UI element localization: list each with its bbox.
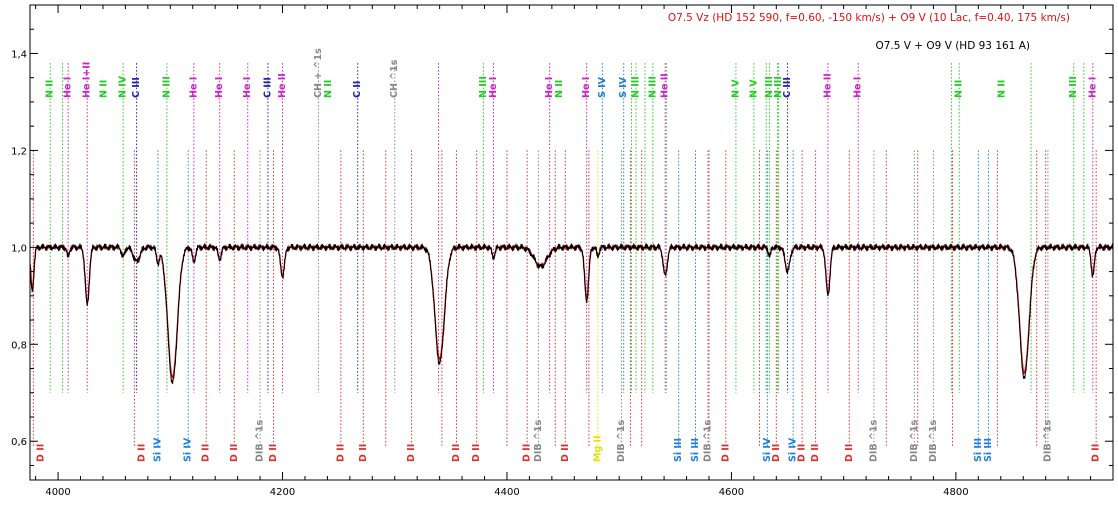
top-line-label: N III bbox=[647, 76, 658, 98]
legend-model: O7.5 Vz (HD 152 590, f=0.60, -150 km/s) … bbox=[668, 12, 1070, 24]
top-line-label: He II bbox=[277, 73, 288, 98]
bottom-line-label: D II bbox=[771, 444, 782, 462]
bottom-marker-lines bbox=[32, 150, 1097, 447]
axes: 4000 4200 4400 4600 4800 0,6 0,8 1,0 1,2 1,4 bbox=[11, 5, 1114, 498]
bottom-line-label: D II bbox=[201, 444, 212, 462]
bottom-line-label: D II bbox=[406, 444, 417, 462]
bottom-line-label: D II bbox=[335, 444, 346, 462]
top-line-label: He I bbox=[242, 77, 253, 98]
legend-observed: O7.5 V + O9 V (HD 93 161 A) bbox=[875, 40, 1030, 52]
bottom-line-label: Si III bbox=[983, 438, 994, 462]
top-line-label: C II bbox=[352, 81, 363, 98]
top-line-label: N III bbox=[773, 76, 784, 98]
bottom-line-label: DIB ^1s bbox=[533, 419, 544, 462]
top-line-label: CH + ^1s bbox=[313, 48, 324, 98]
bottom-line-label: D II bbox=[229, 444, 240, 462]
x-tick-label: 4200 bbox=[270, 487, 295, 498]
top-line-label: He I bbox=[544, 77, 555, 98]
top-line-label: He II bbox=[822, 73, 833, 98]
x-tick-label: 4600 bbox=[719, 487, 744, 498]
bottom-line-label: Si IV bbox=[762, 437, 773, 462]
bottom-line-label: D II bbox=[358, 444, 369, 462]
top-line-label: He I bbox=[853, 77, 864, 98]
y-tick-label: 0,8 bbox=[11, 340, 27, 351]
bottom-line-label: DIB ^1s bbox=[868, 419, 879, 462]
bottom-line-label: D II bbox=[844, 444, 855, 462]
top-line-label: N III bbox=[478, 76, 489, 98]
bottom-line-label: D II bbox=[810, 444, 821, 462]
x-tick-label: 4800 bbox=[943, 487, 968, 498]
top-line-label: N III bbox=[631, 76, 642, 98]
series-line-observed bbox=[29, 242, 1114, 385]
top-line-label: N II bbox=[45, 80, 56, 98]
top-line-label: He II bbox=[660, 73, 671, 98]
top-line-label: He I bbox=[488, 77, 499, 98]
top-line-label: S IV bbox=[618, 76, 629, 98]
top-line-label: He I bbox=[214, 77, 225, 98]
bottom-line-label: Si IV bbox=[183, 437, 194, 462]
plot-frame bbox=[29, 4, 1114, 481]
x-tick-label: 4400 bbox=[494, 487, 519, 498]
y-tick-label: 1,4 bbox=[11, 49, 27, 60]
bottom-line-label: D II bbox=[471, 444, 482, 462]
bottom-line-label: D II bbox=[522, 444, 533, 462]
top-line-label: He I bbox=[1087, 77, 1098, 98]
top-line-label: N III bbox=[1068, 76, 1079, 98]
top-line-label: CH ^1s bbox=[389, 59, 400, 98]
top-line-label: S IV bbox=[597, 76, 608, 98]
bottom-line-label: DIB ^1s bbox=[1042, 419, 1053, 462]
y-tick-label: 1,2 bbox=[11, 146, 27, 157]
bottom-line-label: DIB ^1s bbox=[909, 419, 920, 462]
top-line-label: N V bbox=[730, 79, 741, 98]
bottom-line-label: D II bbox=[268, 444, 279, 462]
top-line-label: N II bbox=[323, 80, 334, 98]
bottom-line-label: Si III bbox=[690, 438, 701, 462]
bottom-line-label: Si III bbox=[673, 438, 684, 462]
bottom-line-label: Si IV bbox=[788, 437, 799, 462]
bottom-line-label: D II bbox=[451, 444, 462, 462]
bottom-line-label: D II bbox=[797, 444, 808, 462]
bottom-line-label: D II bbox=[36, 444, 47, 462]
top-line-label: N III bbox=[161, 76, 172, 98]
top-line-label: C III bbox=[262, 77, 273, 98]
bottom-line-label: D II bbox=[1091, 444, 1102, 462]
bottom-line-label: Si IV bbox=[152, 437, 163, 462]
bottom-line-label: Si III bbox=[973, 438, 984, 462]
top-line-label: He I+II bbox=[82, 62, 93, 98]
bottom-line-label: Mg II bbox=[592, 435, 603, 462]
top-line-label: C III bbox=[131, 77, 142, 98]
bottom-line-label: D II bbox=[560, 444, 571, 462]
series-line-model bbox=[29, 242, 1114, 379]
bottom-line-labels: D II D II Si IV Si IV D II D II DIB ^1s D II D I… bbox=[36, 419, 1102, 462]
legend: O7.5 Vz (HD 152 590, f=0.60, -150 km/s) … bbox=[668, 12, 1070, 52]
bottom-line-label: DIB ^1s bbox=[702, 419, 713, 462]
top-line-label: N III bbox=[764, 76, 775, 98]
top-line-label: N II bbox=[99, 80, 110, 98]
top-line-label: N IV bbox=[118, 75, 129, 98]
top-line-label: He I bbox=[188, 77, 199, 98]
bottom-line-label: D II bbox=[137, 444, 148, 462]
top-line-label: C III bbox=[782, 77, 793, 98]
bottom-line-label: D II bbox=[720, 444, 731, 462]
top-line-label: N V bbox=[748, 79, 759, 98]
top-line-label: He I bbox=[63, 77, 74, 98]
top-line-label: N II bbox=[996, 80, 1007, 98]
top-line-labels: N II He I He I+II N II N IV C III N III He I He … bbox=[45, 48, 1099, 98]
bottom-line-label: DIB ^1s bbox=[928, 419, 939, 462]
top-marker-lines bbox=[49, 63, 1094, 393]
y-tick-label: 0,6 bbox=[11, 437, 27, 448]
bottom-line-label: DIB ^1s bbox=[616, 419, 627, 462]
top-line-label: N II bbox=[554, 80, 565, 98]
bottom-line-label: DIB ^1s bbox=[255, 419, 266, 462]
top-line-label: N II bbox=[954, 80, 965, 98]
y-tick-label: 1,0 bbox=[11, 243, 27, 254]
spectrum-series bbox=[29, 242, 1114, 385]
x-tick-label: 4000 bbox=[45, 487, 70, 498]
top-line-label: He I bbox=[581, 77, 592, 98]
